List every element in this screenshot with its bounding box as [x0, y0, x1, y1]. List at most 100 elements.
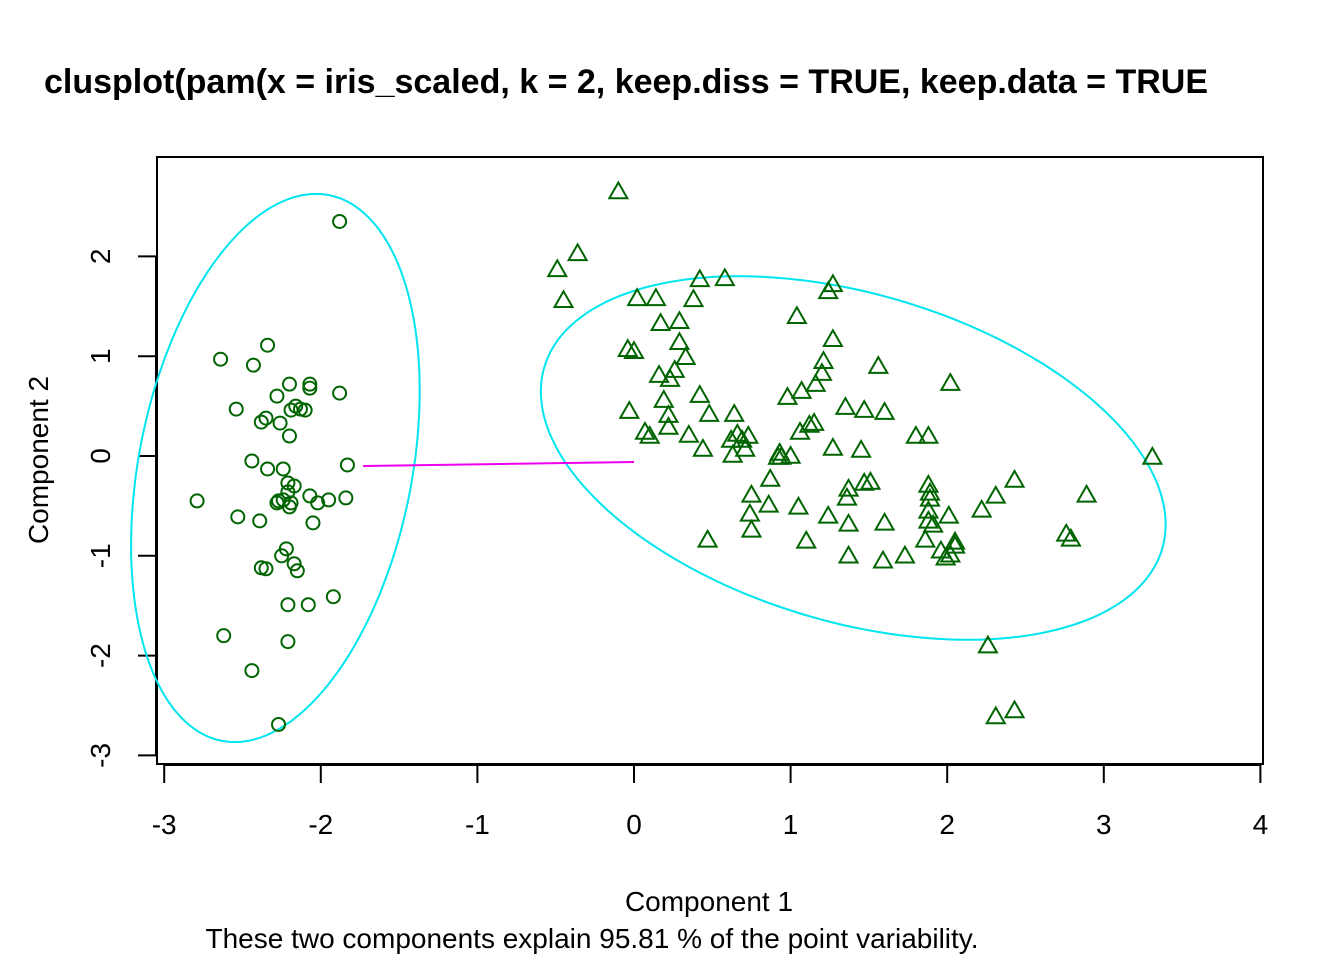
cluster-1-circle-point	[310, 495, 326, 511]
cluster-2-triangle-point	[790, 380, 813, 399]
cluster-1-circle-point	[228, 401, 244, 417]
cluster-2-triangle-point	[787, 495, 810, 515]
cluster-2-triangle-point	[617, 338, 639, 357]
cluster-1-circle-point	[258, 410, 274, 426]
y-tick-label: 0	[85, 448, 116, 464]
cluster-1-circle-point	[269, 388, 285, 404]
cluster-2-triangle-point	[939, 543, 962, 563]
cluster-2-triangle-point	[822, 437, 844, 456]
cluster-1-circle-point	[302, 376, 318, 392]
cluster-2-triangle-point	[1003, 468, 1026, 488]
cluster-2-triangle-point	[668, 331, 691, 350]
cluster-1-circle-point	[189, 493, 205, 509]
cluster-2-triangle-point	[985, 705, 1007, 725]
cluster-2-triangle-point	[739, 502, 761, 522]
cluster-1-circle-point	[325, 589, 341, 605]
cluster-1-circle-point	[281, 428, 297, 444]
cluster-2-triangle-point	[944, 530, 966, 550]
cluster-1-circle-point	[275, 461, 291, 477]
cluster-2-triangle-point	[985, 484, 1007, 504]
cluster-2-triangle-point	[734, 437, 756, 457]
cluster-1-circle-point	[245, 357, 261, 373]
cluster-2-triangle-point	[689, 268, 711, 288]
cluster-1-circle-point	[272, 415, 288, 431]
connector-line	[363, 460, 635, 467]
cluster-2-triangle-point	[740, 483, 763, 503]
cluster-2-triangle-point	[653, 389, 675, 408]
cluster-2-triangle-point	[834, 396, 857, 415]
cluster-1-circle-point	[253, 414, 269, 430]
x-tick-label: 4	[1253, 809, 1269, 840]
cluster-1-circle-point	[258, 561, 274, 577]
cluster-1-circle-point	[260, 461, 276, 477]
cluster-2-triangle-point	[867, 355, 890, 374]
y-tick-label: 1	[85, 348, 116, 364]
cluster-2-triangle-point	[682, 288, 705, 308]
cluster-2-triangle-point	[757, 493, 780, 513]
cluster-2-triangle-point	[674, 346, 697, 365]
x-tick-label: -3	[152, 809, 177, 840]
cluster-2-triangle-point	[634, 421, 656, 440]
cluster-1-circle-point	[230, 509, 246, 525]
y-tick-label: -1	[85, 543, 116, 568]
cluster-2-triangle-point	[618, 400, 641, 419]
cluster-2-triangle-point	[977, 634, 999, 654]
y-tick-label: 2	[85, 249, 116, 265]
cluster-connector	[363, 460, 635, 467]
cluster-2-triangle-point	[645, 287, 667, 307]
cluster-1-circle-point	[297, 402, 313, 418]
cluster-2-triangle-point	[811, 362, 833, 381]
x-tick-label: -1	[465, 809, 490, 840]
cluster-1-circle-point	[280, 484, 296, 500]
cluster-2-triangle-point	[1003, 699, 1026, 719]
cluster-1-circle-point	[289, 563, 305, 579]
variability-subtitle: These two components explain 95.81 % of …	[205, 923, 978, 954]
x-axis: -3 -2 -1 0 1 2 3 4	[152, 764, 1269, 840]
cluster-1-circle-point	[244, 663, 260, 679]
cluster-2-triangle-point	[873, 511, 896, 531]
cluster-2-triangle-point	[853, 471, 875, 491]
cluster-2-triangle-point	[737, 425, 760, 444]
cluster-2-triangle-point	[552, 289, 575, 309]
cluster-2-triangle-point	[740, 518, 763, 538]
x-tick-label: 0	[626, 809, 642, 840]
cluster-2-triangle-point	[546, 258, 568, 278]
cluster-2-triangle-point	[776, 386, 799, 405]
cluster-2-triangle-point	[696, 528, 719, 548]
cluster-1-circle-point	[281, 499, 297, 515]
y-axis: -3 -2 -1 0 1 2	[85, 249, 157, 768]
cluster-2-triangle-point	[721, 443, 744, 463]
cluster-2-triangle-point	[914, 528, 936, 548]
cluster-2-triangle-point	[759, 467, 781, 487]
cluster-1-circle-point	[339, 457, 355, 473]
cluster-2-triangle-point	[649, 312, 672, 332]
cluster-2-triangle-point	[657, 404, 680, 423]
cluster-2-triangle-point	[817, 504, 839, 524]
cluster-2-triangle-point	[689, 384, 711, 403]
cluster-2-triangle-point	[803, 412, 825, 431]
cluster-2-triangle-point	[698, 403, 720, 422]
cluster-ellipses	[130, 192, 1167, 744]
cluster-2-triangle-point	[659, 368, 681, 387]
cluster-1-circle-point	[271, 716, 287, 732]
y-tick-label: -2	[85, 643, 116, 668]
cluster-2-triangle-point	[837, 477, 860, 497]
cluster-2-triangle-point	[668, 310, 691, 330]
cluster-2-ellipse	[539, 275, 1167, 641]
cluster-2-triangle-point	[837, 544, 860, 564]
x-axis-label: Component 1	[625, 886, 793, 917]
cluster-2-triangle-point	[795, 529, 817, 549]
cluster-2-triangle-point	[917, 509, 940, 529]
cluster-2-triangle-point	[917, 499, 940, 519]
cluster-2-triangle-point	[714, 267, 736, 287]
cluster-2-triangle-point	[623, 340, 645, 359]
y-axis-label: Component 2	[23, 376, 54, 544]
cluster-1-circle-point	[332, 213, 348, 229]
cluster-1-circle-point	[260, 337, 276, 353]
cluster-2-triangle-point	[626, 287, 648, 307]
cluster-1-circle-point	[302, 380, 318, 396]
cluster-2-triangle-point	[798, 414, 821, 433]
cluster-1-circle-point	[274, 548, 290, 564]
cluster-2-triangle-point	[934, 546, 957, 566]
